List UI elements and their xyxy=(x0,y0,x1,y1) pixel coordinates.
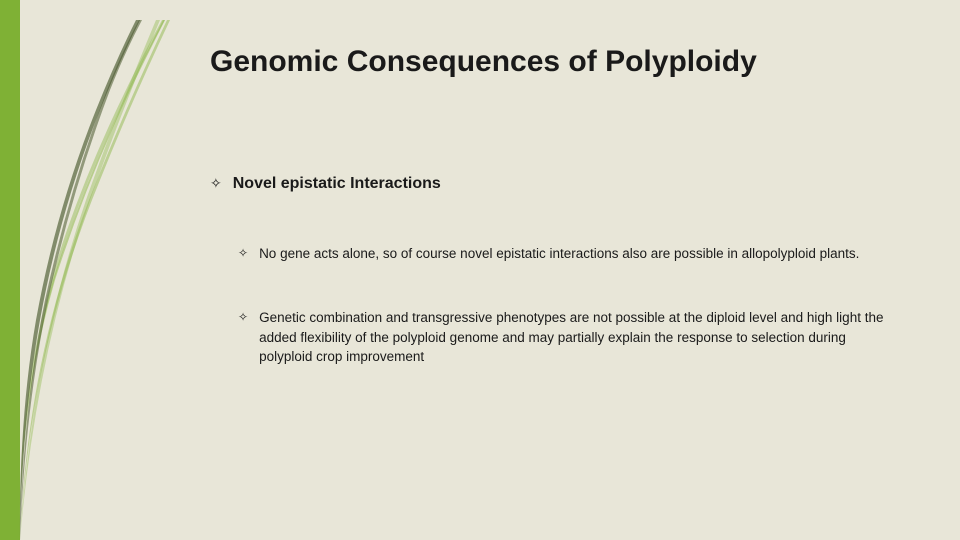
slide-title: Genomic Consequences of Polyploidy xyxy=(210,45,920,79)
body-item: ✧ No gene acts alone, so of course novel… xyxy=(238,244,920,264)
subheading-text: Novel epistatic Interactions xyxy=(233,175,441,193)
body-text: No gene acts alone, so of course novel e… xyxy=(259,244,859,264)
accent-bar xyxy=(0,0,20,540)
bullet-icon: ✧ xyxy=(238,308,248,326)
bullet-icon: ✧ xyxy=(210,174,222,194)
bullet-icon: ✧ xyxy=(238,244,248,262)
slide-content: Genomic Consequences of Polyploidy ✧ Nov… xyxy=(210,45,920,412)
body-text: Genetic combination and transgressive ph… xyxy=(259,308,899,367)
subheading-row: ✧ Novel epistatic Interactions xyxy=(210,174,920,194)
body-item: ✧ Genetic combination and transgressive … xyxy=(238,308,920,367)
decorative-curves-graphic xyxy=(0,0,220,540)
